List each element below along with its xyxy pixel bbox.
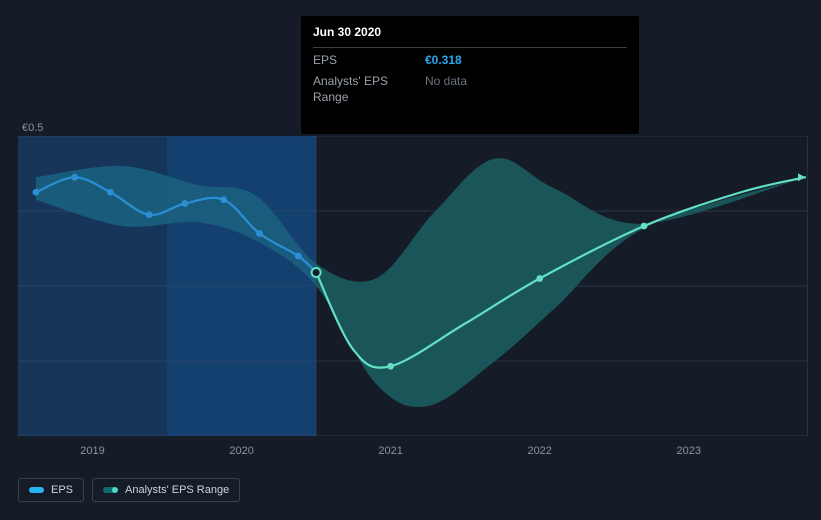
x-tick-label: 2020 (229, 445, 253, 457)
eps-swatch-icon (29, 487, 43, 493)
x-tick-label: 2019 (80, 445, 104, 457)
legend-item-range[interactable]: Analysts' EPS Range (92, 478, 240, 502)
chart-tooltip: Jun 30 2020 EPS €0.318 Analysts' EPS Ran… (301, 16, 639, 134)
tooltip-row-label: Analysts' EPS Range (313, 73, 425, 107)
tooltip-row: Analysts' EPS Range No data (313, 69, 627, 107)
range-swatch-icon (103, 487, 117, 493)
eps-chart[interactable] (18, 136, 808, 436)
tooltip-row-label: EPS (313, 52, 425, 69)
legend-label: EPS (51, 484, 73, 496)
tooltip-row-value: No data (425, 73, 467, 107)
tooltip-row: EPS €0.318 (313, 48, 627, 69)
tooltip-row-value: €0.318 (425, 52, 462, 69)
x-axis: 2019 2020 2021 2022 2023 (18, 445, 808, 465)
legend-label: Analysts' EPS Range (125, 484, 229, 496)
y-tick-label: €0.5 (22, 122, 43, 134)
legend-item-eps[interactable]: EPS (18, 478, 84, 502)
tooltip-date: Jun 30 2020 (313, 24, 627, 48)
x-tick-label: 2023 (677, 445, 701, 457)
x-tick-label: 2021 (378, 445, 402, 457)
x-tick-label: 2022 (527, 445, 551, 457)
legend: EPS Analysts' EPS Range (18, 478, 240, 502)
